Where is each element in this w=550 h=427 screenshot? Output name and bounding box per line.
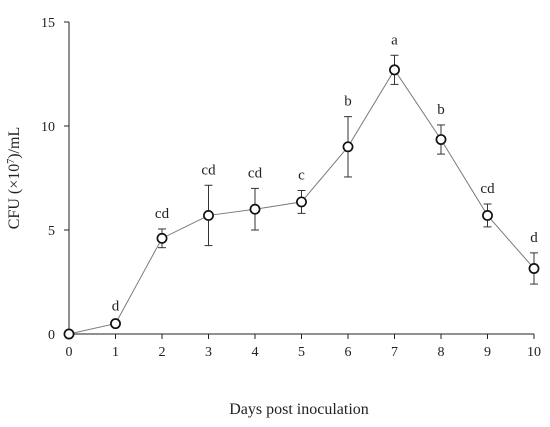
data-point — [482, 209, 493, 221]
data-point — [296, 196, 307, 208]
y-axis-ticks: 0 5 10 15 — [41, 16, 69, 343]
significance-label: cd — [480, 181, 495, 197]
significance-label: d — [112, 299, 120, 315]
data-point — [389, 64, 400, 76]
x-axis-ticks: 0 1 2 3 4 5 6 7 8 9 10 — [66, 334, 541, 360]
x-tick-label: 3 — [205, 345, 212, 360]
y-axis-title-exponent: 7 — [6, 159, 17, 164]
x-tick-label: 0 — [66, 345, 73, 360]
significance-label: b — [344, 94, 352, 110]
x-tick-label: 4 — [252, 345, 259, 360]
y-tick-label: 15 — [41, 16, 55, 31]
significance-label: b — [437, 102, 445, 118]
x-tick-label: 2 — [159, 345, 166, 360]
x-tick-label: 10 — [527, 345, 541, 360]
x-tick-label: 9 — [484, 345, 491, 360]
significance-label: a — [391, 32, 398, 48]
data-point — [342, 141, 354, 153]
y-axis-title-prefix: CFU (×10 — [6, 164, 23, 229]
error-bars — [111, 54, 538, 327]
x-tick-label: 6 — [345, 345, 352, 360]
x-tick-label: 7 — [391, 345, 398, 360]
significance-label: c — [298, 167, 305, 183]
x-tick-label: 8 — [438, 345, 445, 360]
x-axis-title: Days post inoculation — [229, 401, 369, 418]
data-point — [63, 328, 75, 340]
significance-label: cd — [155, 206, 170, 222]
y-tick-label: 10 — [41, 120, 55, 135]
y-axis-title: CFU (×107)/mL — [6, 127, 24, 229]
significance-label: d — [530, 230, 538, 246]
data-point — [156, 232, 168, 244]
data-point — [110, 318, 121, 330]
data-points — [63, 64, 540, 340]
significance-label: cd — [248, 165, 263, 181]
significance-labels: d cd cd cd c b a b cd d — [112, 32, 539, 314]
y-axis-title-suffix: )/mL — [6, 127, 23, 159]
data-point — [435, 134, 447, 145]
y-tick-label: 5 — [48, 224, 55, 239]
data-point — [249, 203, 261, 215]
x-tick-label: 1 — [112, 345, 119, 360]
y-tick-label: 0 — [48, 328, 55, 343]
significance-label: cd — [201, 162, 216, 178]
data-point — [528, 263, 540, 274]
x-tick-label: 5 — [298, 345, 305, 360]
data-point — [203, 209, 214, 221]
